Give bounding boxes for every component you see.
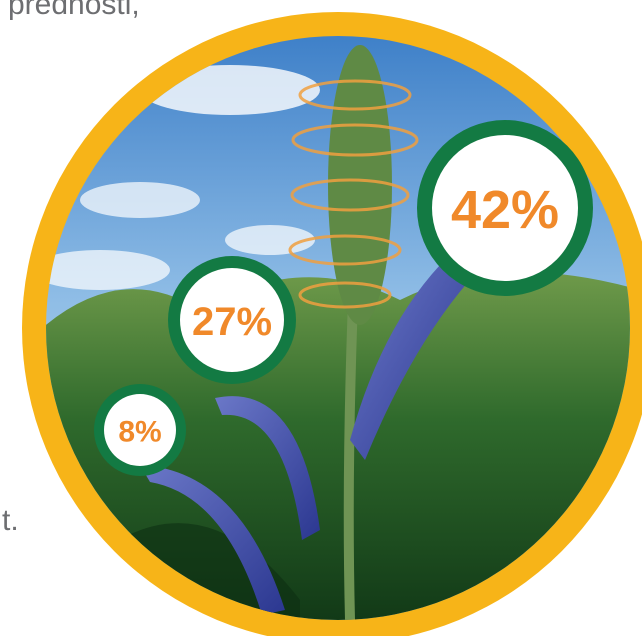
bubble: 42% (417, 120, 593, 296)
solar-leaf (350, 265, 468, 460)
bubble-label: 27% (192, 300, 272, 344)
cloud (80, 182, 200, 218)
bubble: 8% (94, 384, 186, 476)
bubble-label: 8% (118, 416, 161, 449)
text-fragment: t. (2, 504, 19, 537)
bubble: 27% (168, 256, 296, 384)
bubble-label: 42% (451, 180, 559, 240)
wheat-ear (328, 45, 392, 325)
solar-leaf (140, 465, 285, 615)
spiral (288, 79, 419, 309)
text-fragment: prednosti, (8, 0, 140, 21)
cloud (46, 250, 170, 290)
solar-leaf (215, 396, 320, 540)
